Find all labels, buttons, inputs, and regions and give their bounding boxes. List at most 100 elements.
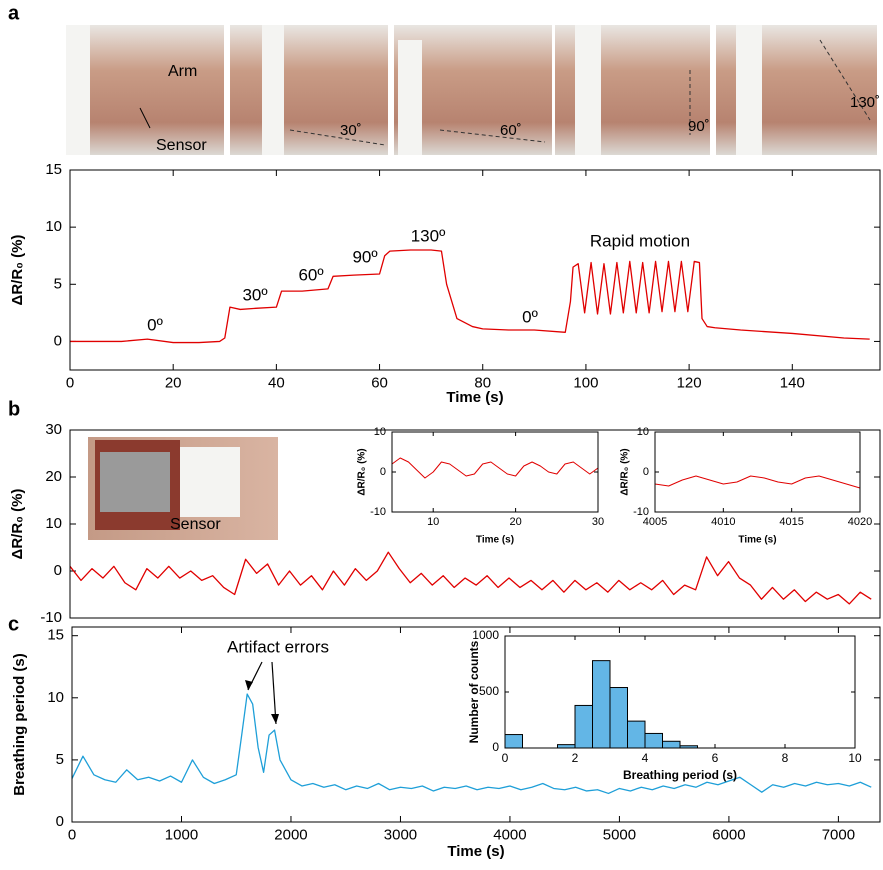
- photo: [230, 25, 388, 155]
- panel-label: c: [8, 613, 19, 635]
- x-tick-label: 30: [592, 516, 604, 528]
- x-tick-label: 0: [68, 826, 76, 843]
- x-tick-label: 4015: [779, 516, 803, 528]
- sensor-mesh: [100, 452, 170, 512]
- hist-bar: [593, 661, 611, 748]
- y-tick-label: 20: [45, 468, 62, 485]
- y-tick-label: -10: [370, 506, 386, 518]
- photo-label: 30˚: [340, 122, 362, 139]
- x-tick-label: 3000: [384, 826, 417, 843]
- hist-bar: [645, 733, 663, 748]
- x-tick-label: 20: [509, 516, 521, 528]
- x-tick-label: 5000: [603, 826, 636, 843]
- y-tick-label: 5: [56, 751, 64, 768]
- x-axis-label: Time (s): [476, 535, 514, 546]
- x-tick-label: 0: [66, 374, 74, 391]
- annotation: 0º: [147, 315, 163, 334]
- data-line: [70, 552, 871, 604]
- x-tick-label: 7000: [822, 826, 855, 843]
- x-tick-label: 100: [573, 374, 598, 391]
- hist-bar: [558, 745, 576, 748]
- plot-frame: [505, 636, 855, 748]
- annotation: Artifact errors: [227, 637, 329, 656]
- x-tick-label: 8: [782, 751, 789, 765]
- strap: [575, 25, 601, 155]
- x-tick-label: 60: [371, 374, 388, 391]
- strap: [736, 25, 762, 155]
- y-axis-label: ΔR/R₀ (%): [357, 448, 368, 495]
- x-tick-label: 10: [427, 516, 439, 528]
- y-tick-label: 10: [45, 515, 62, 532]
- x-axis-label: Breathing period (s): [623, 768, 737, 782]
- x-tick-label: 10: [848, 751, 862, 765]
- photos: [66, 25, 877, 540]
- y-tick-label: 0: [54, 332, 62, 349]
- annotation: 30º: [242, 285, 267, 304]
- chart: -10 0 10 10 20 30 Time (s) ΔR/R₀ (%): [357, 426, 604, 546]
- y-tick-label: 0: [643, 466, 649, 478]
- annotation: Rapid motion: [590, 231, 690, 250]
- x-tick-label: 4005: [643, 516, 667, 528]
- y-tick-label: 0: [380, 466, 386, 478]
- strap: [66, 25, 90, 155]
- data-line: [655, 476, 860, 488]
- y-tick-label: 10: [637, 426, 649, 438]
- plot-frame: [655, 432, 860, 512]
- x-tick-label: 40: [268, 374, 285, 391]
- photo-label: Sensor: [170, 516, 221, 533]
- y-axis-label: Number of counts: [467, 640, 481, 743]
- data-line: [70, 250, 870, 343]
- y-tick-label: 10: [374, 426, 386, 438]
- y-tick-label: 0: [56, 813, 64, 830]
- y-axis-label: ΔR/R₀ (%): [9, 235, 26, 306]
- photo-label: 60˚: [500, 122, 522, 139]
- x-tick-label: 6: [712, 751, 719, 765]
- annotation: 60º: [298, 265, 323, 284]
- y-axis-label: Breathing period (s): [11, 653, 28, 796]
- annotation: 90º: [352, 247, 377, 266]
- hist-bar: [610, 688, 628, 748]
- y-tick-label: 1000: [472, 628, 499, 642]
- x-tick-label: 140: [780, 374, 805, 391]
- strap: [262, 25, 284, 155]
- y-tick-label: 500: [479, 684, 499, 698]
- x-axis-label: Time (s): [738, 535, 776, 546]
- figure: abcArmSensor30˚60˚90˚130˚Sensor051015020…: [0, 0, 883, 870]
- data-line: [392, 458, 598, 478]
- arrow-head: [271, 714, 279, 724]
- plot-frame: [70, 170, 880, 370]
- y-tick-label: 5: [54, 275, 62, 292]
- x-tick-label: 20: [165, 374, 182, 391]
- x-tick-label: 6000: [712, 826, 745, 843]
- hist-bar: [663, 741, 681, 748]
- plot-frame: [392, 432, 598, 512]
- photo-label: Arm: [168, 63, 197, 80]
- x-tick-label: 2000: [274, 826, 307, 843]
- hist-bar: [575, 705, 593, 748]
- x-tick-label: 0: [502, 751, 509, 765]
- y-tick-label: 30: [45, 421, 62, 438]
- panel-label: a: [8, 2, 20, 24]
- y-tick-label: 10: [47, 689, 64, 706]
- photo-label: Sensor: [156, 137, 207, 154]
- x-tick-label: 4010: [711, 516, 735, 528]
- y-tick-label: 15: [47, 627, 64, 644]
- strap: [180, 447, 240, 517]
- y-axis-label: ΔR/R₀ (%): [9, 489, 26, 560]
- x-tick-label: 120: [677, 374, 702, 391]
- y-tick-label: 0: [492, 740, 499, 754]
- x-tick-label: 4000: [493, 826, 526, 843]
- x-tick-label: 1000: [165, 826, 198, 843]
- y-tick-label: -10: [40, 609, 62, 626]
- panel-label: b: [8, 398, 20, 420]
- strap: [398, 40, 422, 155]
- annotation: 0º: [522, 307, 538, 326]
- x-tick-label: 4: [642, 751, 649, 765]
- x-tick-label: 4020: [848, 516, 872, 528]
- photo-label: 130˚: [850, 94, 880, 111]
- annotation: 130º: [411, 226, 446, 245]
- y-tick-label: 15: [45, 161, 62, 178]
